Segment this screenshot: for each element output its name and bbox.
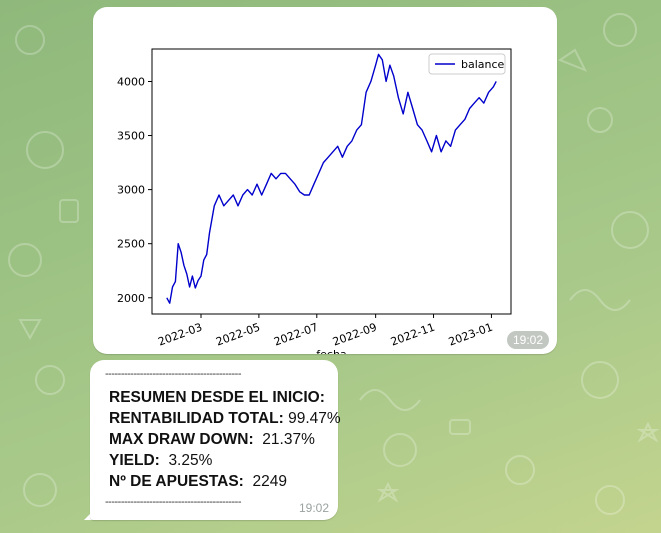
- summary-line-rentabilidad: RENTABILIDAD TOTAL: 99.47%: [109, 410, 341, 428]
- summary-label: RESUMEN DESDE EL INICIO:: [109, 389, 325, 406]
- x-tick-label: 2023-01: [447, 321, 495, 349]
- text-message-time: 19:02: [298, 501, 329, 515]
- x-axis-label: fecha: [316, 348, 346, 354]
- separator-bottom: ----------------------------------------…: [105, 496, 242, 508]
- y-tick-label: 3500: [117, 130, 145, 143]
- image-message-bubble[interactable]: 2000 2500 3000 3500 4000 2022-03 2022-05 2022-0…: [93, 7, 557, 354]
- summary-value: 2249: [252, 473, 287, 490]
- summary-value: 99.47%: [288, 410, 341, 427]
- plot-frame: [151, 48, 512, 315]
- summary-value: 3.25%: [168, 452, 213, 469]
- balance-series-line: [166, 53, 497, 304]
- y-tick-label: 3000: [117, 184, 145, 197]
- summary-label: MAX DRAW DOWN:: [109, 431, 254, 448]
- summary-line-apuestas: Nº DE APUESTAS: 2249: [109, 473, 287, 491]
- image-message-time: 19:02: [506, 331, 549, 349]
- summary-label: RENTABILIDAD TOTAL:: [109, 410, 284, 427]
- x-tick-label: 2022-05: [214, 321, 262, 349]
- y-tick-label: 2000: [117, 292, 145, 305]
- legend-box: [428, 53, 506, 75]
- y-tick-label: 4000: [117, 75, 145, 88]
- y-tick-label: 2500: [117, 238, 145, 251]
- separator-top: ----------------------------------------…: [105, 368, 242, 380]
- x-tick-label: 2022-09: [331, 321, 379, 349]
- summary-line-drawdown: MAX DRAW DOWN: 21.37%: [109, 431, 315, 449]
- summary-label: Nº DE APUESTAS:: [109, 473, 244, 490]
- legend-label: balance: [461, 58, 505, 71]
- x-tick-label: 2022-11: [389, 321, 437, 349]
- summary-message-bubble[interactable]: ----------------------------------------…: [90, 360, 341, 520]
- summary-value: 21.37%: [262, 431, 315, 448]
- summary-line-title: RESUMEN DESDE EL INICIO:: [109, 389, 325, 407]
- x-tick-label: 2022-07: [272, 321, 320, 349]
- balance-chart: 2000 2500 3000 3500 4000 2022-03 2022-05 2022-0…: [117, 48, 512, 354]
- summary-line-yield: YIELD: 3.25%: [109, 452, 212, 470]
- summary-label: YIELD:: [109, 452, 160, 469]
- x-tick-label: 2022-03: [156, 321, 204, 349]
